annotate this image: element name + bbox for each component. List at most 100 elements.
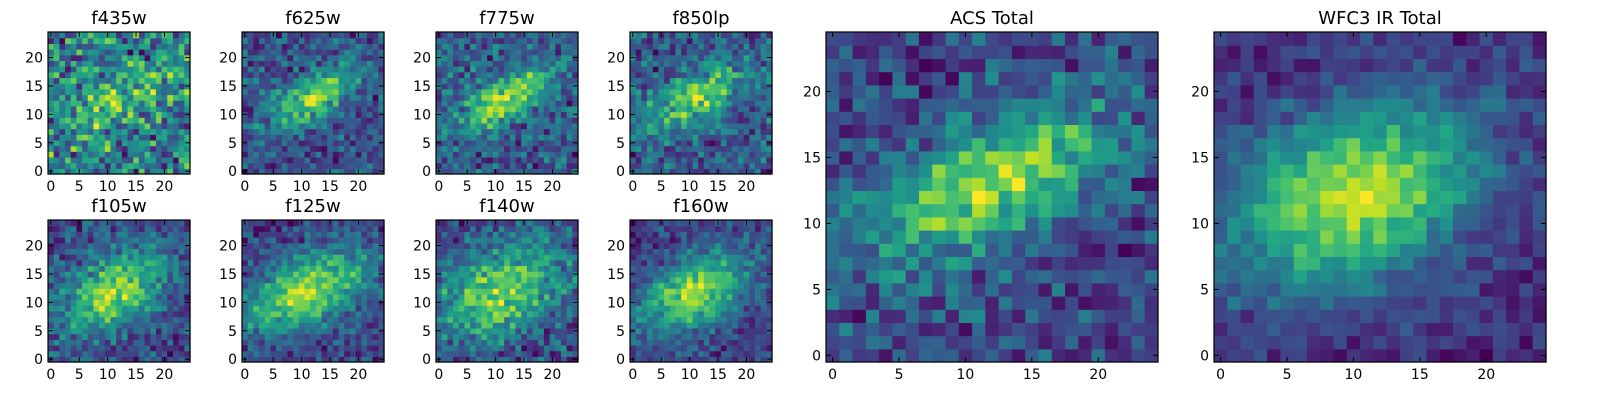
heatmap-cell — [172, 60, 180, 67]
heatmap-cell — [70, 134, 77, 141]
heatmap-cell — [436, 49, 443, 56]
heatmap-cell — [532, 145, 539, 152]
heatmap-cell — [641, 356, 648, 363]
heatmap-cell — [242, 237, 249, 244]
heatmap-cell — [732, 305, 739, 312]
heatmap-cell — [127, 32, 134, 39]
heatmap-cell — [321, 162, 328, 169]
heatmap-cell — [48, 276, 55, 284]
x-tick-label: 5 — [75, 179, 84, 195]
heatmap-cell — [332, 333, 340, 340]
heatmap-cell — [366, 145, 374, 152]
heatmap-cell — [355, 276, 362, 284]
heatmap-cell — [355, 305, 362, 312]
heatmap-cell — [172, 111, 180, 118]
heatmap-cell — [641, 305, 648, 312]
heatmap-cell — [93, 322, 100, 329]
heatmap-cell — [475, 122, 483, 130]
heatmap-cell — [526, 122, 534, 130]
heatmap-cell — [543, 333, 551, 340]
heatmap-cell — [138, 271, 146, 278]
panel-f105w-title: f105w — [91, 196, 146, 217]
heatmap-cell — [464, 43, 471, 50]
heatmap-cell — [372, 156, 379, 164]
heatmap-cell — [76, 83, 83, 90]
heatmap-cell — [155, 134, 163, 141]
heatmap-cell — [715, 339, 722, 346]
heatmap-cell — [681, 54, 688, 61]
heatmap-cell — [338, 122, 345, 130]
heatmap-cell — [543, 248, 551, 255]
heatmap-cell — [172, 49, 180, 56]
heatmap-cell — [378, 225, 385, 232]
heatmap-cell — [144, 339, 151, 346]
heatmap-cell — [76, 339, 83, 346]
heatmap-cell — [276, 350, 283, 357]
heatmap-cell — [287, 168, 294, 175]
heatmap-cell — [76, 225, 83, 232]
heatmap-cell — [242, 43, 249, 50]
heatmap-cell — [760, 49, 767, 56]
y-tick-label: 10 — [607, 107, 625, 123]
heatmap-cell — [259, 145, 266, 152]
heatmap-cell — [155, 282, 163, 289]
heatmap-cell — [70, 83, 77, 90]
heatmap-cell — [481, 88, 488, 96]
heatmap-cell — [726, 100, 733, 107]
heatmap-cell — [121, 344, 129, 352]
heatmap-cell — [658, 88, 665, 96]
heatmap-cell — [521, 71, 528, 79]
heatmap-cell — [543, 220, 551, 227]
heatmap-cell — [669, 310, 677, 318]
heatmap-cell — [150, 344, 157, 352]
heatmap-cell — [127, 43, 134, 50]
heatmap-cell — [532, 151, 539, 158]
heatmap-cell — [509, 111, 517, 118]
heatmap-cell — [566, 77, 573, 84]
heatmap-cell — [355, 145, 362, 152]
heatmap-cell — [293, 43, 300, 50]
heatmap-cell — [475, 71, 483, 79]
heatmap-cell — [281, 265, 289, 272]
heatmap-cell — [253, 117, 260, 124]
heatmap-cell — [172, 248, 180, 255]
heatmap-cell — [754, 32, 762, 39]
y-tick-label: 0 — [422, 164, 431, 180]
heatmap-cell — [453, 322, 460, 329]
heatmap-cell — [669, 276, 677, 284]
heatmap-cell — [70, 231, 77, 238]
heatmap-cell — [59, 162, 66, 169]
heatmap-cell — [481, 225, 488, 232]
heatmap-cell — [253, 168, 260, 175]
heatmap-cell — [475, 339, 483, 346]
heatmap-cell — [270, 237, 277, 244]
heatmap-cell — [703, 293, 711, 301]
heatmap-cell — [332, 327, 340, 335]
heatmap-cell — [566, 305, 573, 312]
heatmap-cell — [572, 43, 579, 50]
heatmap-cell — [93, 327, 100, 335]
heatmap-cell — [647, 333, 654, 340]
heatmap-cell — [555, 271, 562, 278]
heatmap-cell — [276, 271, 283, 278]
heatmap-cell — [172, 83, 180, 90]
heatmap-cell — [304, 231, 311, 238]
heatmap-cell — [315, 117, 323, 124]
heatmap-cell — [138, 299, 146, 306]
heatmap-cell — [475, 37, 483, 44]
heatmap-cell — [99, 37, 106, 44]
heatmap-cell — [93, 145, 100, 152]
heatmap-cell — [703, 54, 711, 61]
heatmap-cell — [161, 231, 168, 238]
heatmap-cell — [692, 156, 699, 164]
heatmap-cell — [532, 333, 539, 340]
heatmap-cell — [566, 288, 573, 295]
heatmap-cell — [521, 282, 528, 289]
heatmap-cell — [732, 43, 739, 50]
heatmap-cell — [532, 117, 539, 124]
heatmap-cell — [76, 94, 83, 101]
heatmap-cell — [526, 242, 534, 249]
heatmap-cell — [760, 139, 767, 147]
heatmap-cell — [743, 54, 750, 61]
